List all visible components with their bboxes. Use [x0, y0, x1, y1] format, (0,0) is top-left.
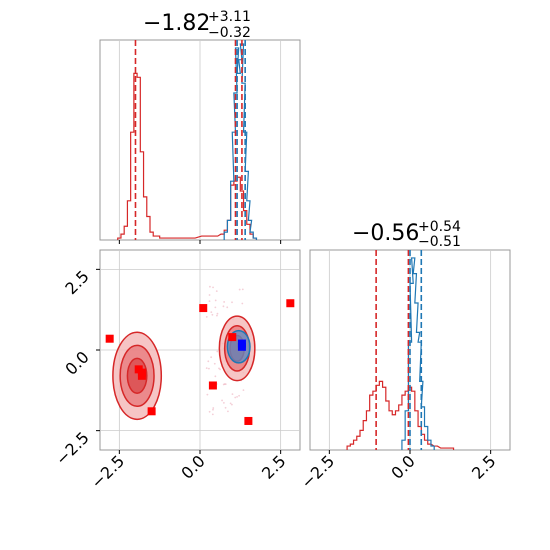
bl-sample-point	[207, 360, 210, 363]
bl-ytick-label-2: −2.5	[52, 428, 93, 469]
br-xtick-label-0: −2.5	[297, 451, 338, 492]
bl-sample-point	[208, 410, 211, 413]
bl-sample-point	[206, 393, 209, 396]
bl-sample-point	[231, 403, 233, 406]
bl-sample-point	[222, 305, 225, 308]
bottom-right-title-plus: +0.54	[418, 219, 461, 235]
bl-sample-point	[216, 314, 218, 317]
bl-red-marker-6	[208, 381, 217, 390]
bl-sample-point	[231, 393, 234, 396]
br-xtick-label-2: 2.5	[468, 451, 499, 482]
bl-sample-point	[234, 396, 237, 399]
bl-sample-point	[212, 286, 214, 289]
bl-sample-point	[238, 288, 241, 291]
bl-sample-point	[210, 311, 213, 314]
bl-sample-point	[231, 301, 233, 304]
bl-sample-point	[215, 290, 218, 293]
top-left-title-minus: −0.32	[208, 25, 251, 41]
bl-sample-point	[212, 407, 215, 409]
bl-sample-point	[216, 312, 219, 315]
bl-xtick-label-0: −2.5	[87, 451, 128, 492]
bl-sample-point	[222, 401, 225, 404]
bl-sample-point	[214, 299, 217, 302]
bl-sample-point	[238, 394, 240, 397]
top-left-title-plus: +3.11	[208, 9, 251, 25]
bl-sample-point	[211, 413, 214, 416]
bl-sample-point	[213, 362, 216, 365]
bl-sample-point	[208, 300, 211, 303]
bl-sample-point	[209, 285, 211, 288]
br-hist-red	[346, 380, 455, 450]
bl-red-marker-9	[286, 299, 295, 308]
bl-red-marker-8	[244, 416, 253, 425]
bl-sample-point	[211, 313, 214, 316]
bl-sample-point	[214, 375, 217, 378]
bl-sample-point	[210, 356, 213, 359]
tl-hist-blue	[223, 43, 258, 240]
bl-sample-point	[242, 389, 245, 392]
bottom-right-histogram-panel: −2.5 0.0 2.5 −0.56 +0.54 −0.51	[297, 219, 511, 492]
bl-sample-point	[229, 402, 232, 405]
bl-ytick-label-0: 2.5	[61, 267, 92, 298]
bl-sample-point	[208, 367, 210, 370]
bl-sample-point	[205, 367, 208, 369]
bl-sample-point	[223, 383, 226, 385]
bl-sample-point	[212, 408, 214, 411]
bottom-left-scatter-panel: −2.5 0.0 2.5 2.5 0.0 −2.5	[52, 249, 301, 492]
bl-sample-point	[208, 294, 211, 296]
tl-hist-red	[117, 72, 258, 240]
bl-blue-marker-1	[237, 339, 246, 348]
bl-sample-point	[224, 406, 227, 409]
bl-sample-point	[205, 316, 208, 318]
bl-sample-point	[214, 306, 217, 309]
bl-red-marker-3	[137, 371, 146, 380]
bl-sample-point	[227, 410, 229, 413]
top-left-title-value: −1.82	[143, 11, 210, 36]
bl-sample-point	[236, 395, 238, 398]
bl-sample-point	[241, 302, 244, 305]
bl-red-marker-5	[199, 304, 208, 313]
bl-red-marker-4	[147, 407, 156, 416]
bottom-right-title-value: −0.56	[352, 221, 419, 246]
bl-xtick-label-2: 2.5	[258, 451, 289, 482]
bl-sample-point	[223, 301, 226, 303]
br-xtick-label-1: 0.0	[387, 451, 418, 482]
bl-ytick-label-1: 0.0	[61, 347, 92, 378]
bl-xtick-label-1: 0.0	[177, 451, 208, 482]
bl-red-marker-7	[228, 333, 237, 342]
top-left-histogram-panel: −1.82 +3.11 −0.32	[99, 9, 301, 244]
bl-red-marker-0	[105, 334, 114, 343]
bl-sample-point	[226, 306, 229, 309]
bl-sample-point	[216, 350, 219, 353]
bl-sample-point	[221, 399, 223, 402]
bl-sample-point	[241, 288, 244, 291]
bl-sample-point	[218, 367, 220, 370]
bottom-right-title-minus: −0.51	[418, 234, 461, 250]
